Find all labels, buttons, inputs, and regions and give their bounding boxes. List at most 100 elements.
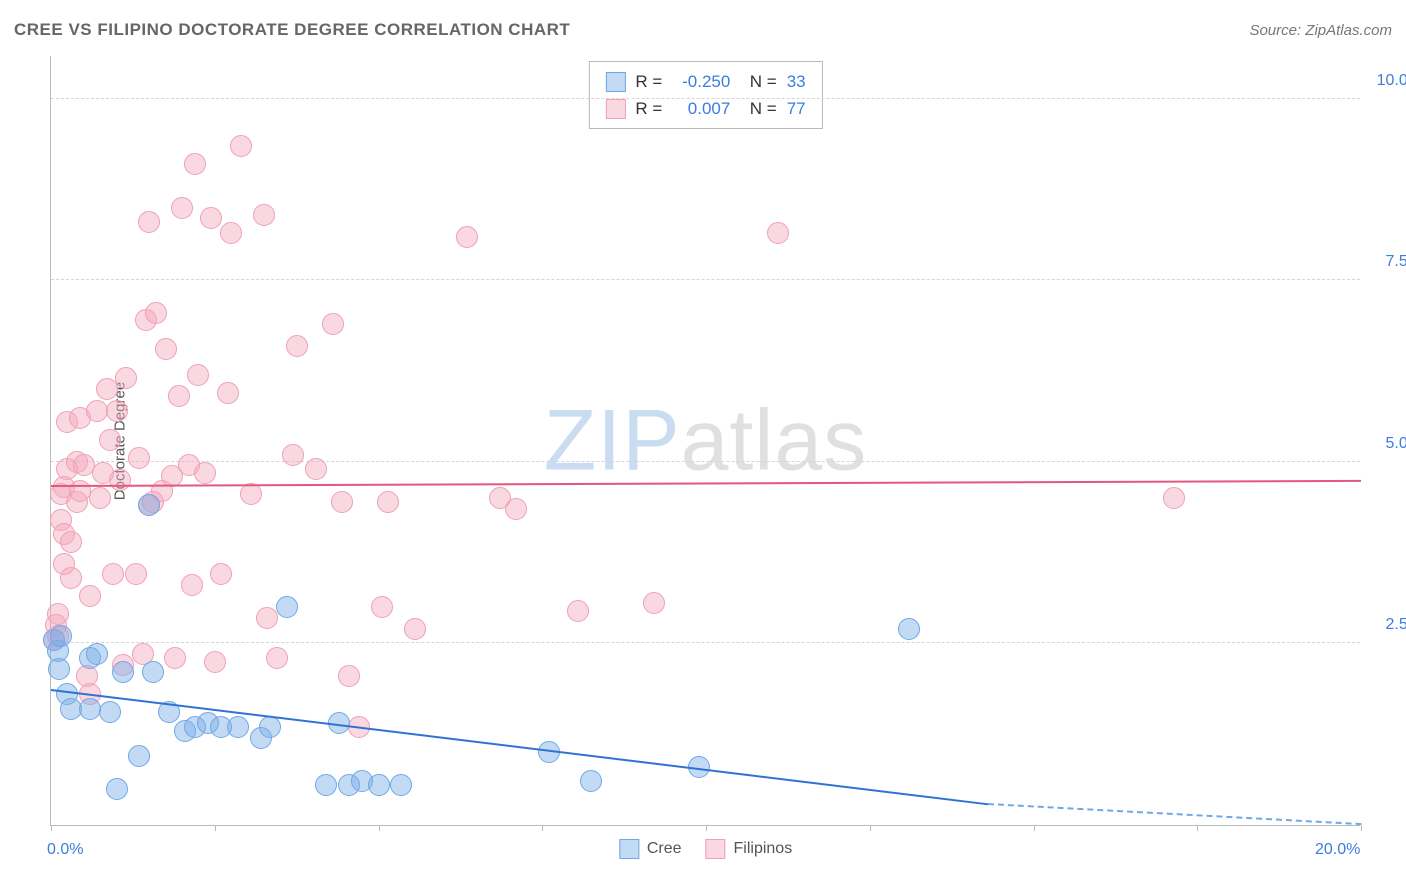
chart-title: CREE VS FILIPINO DOCTORATE DEGREE CORREL… <box>14 20 570 40</box>
scatter-point <box>567 600 589 622</box>
scatter-point <box>305 458 327 480</box>
scatter-point <box>338 665 360 687</box>
plot-area: Doctorate Degree ZIPatlas R = -0.250 N =… <box>50 56 1360 826</box>
y-tick-label: 10.0% <box>1366 72 1406 90</box>
scatter-point <box>155 338 177 360</box>
x-tick <box>1361 825 1362 831</box>
watermark-zip: ZIP <box>544 392 681 488</box>
x-tick-label: 20.0% <box>1315 841 1360 859</box>
scatter-point <box>79 585 101 607</box>
scatter-point <box>253 204 275 226</box>
gridline-h <box>51 461 1360 462</box>
legend-swatch <box>619 839 639 859</box>
scatter-point <box>404 618 426 640</box>
scatter-point <box>50 625 72 647</box>
scatter-point <box>643 592 665 614</box>
scatter-point <box>106 400 128 422</box>
legend-swatch <box>706 839 726 859</box>
legend-row: R = 0.007 N = 77 <box>605 95 805 122</box>
legend-row: R = -0.250 N = 33 <box>605 68 805 95</box>
scatter-point <box>256 607 278 629</box>
scatter-point <box>505 498 527 520</box>
scatter-point <box>145 302 167 324</box>
scatter-point <box>377 491 399 513</box>
scatter-point <box>230 135 252 157</box>
legend-swatch <box>605 72 625 92</box>
legend-item: Filipinos <box>706 839 793 859</box>
scatter-point <box>220 222 242 244</box>
scatter-point <box>47 603 69 625</box>
y-tick-label: 7.5% <box>1366 253 1406 271</box>
chart-header: CREE VS FILIPINO DOCTORATE DEGREE CORREL… <box>14 20 1392 40</box>
scatter-point <box>200 207 222 229</box>
legend-correlation: R = -0.250 N = 33 R = 0.007 N = 77 <box>588 61 822 129</box>
x-tick <box>379 825 380 831</box>
y-tick-label: 2.5% <box>1366 616 1406 634</box>
gridline-h <box>51 279 1360 280</box>
legend-item: Cree <box>619 839 682 859</box>
scatter-point <box>898 618 920 640</box>
scatter-point <box>266 647 288 669</box>
scatter-point <box>48 658 70 680</box>
scatter-point <box>138 211 160 233</box>
scatter-point <box>217 382 239 404</box>
x-tick <box>1197 825 1198 831</box>
scatter-point <box>456 226 478 248</box>
legend-r-value: -0.250 <box>672 68 730 95</box>
chart-source: Source: ZipAtlas.com <box>1249 22 1392 39</box>
scatter-point <box>79 698 101 720</box>
x-tick <box>51 825 52 831</box>
trend-line <box>51 480 1361 487</box>
trend-line-dashed <box>988 803 1361 825</box>
scatter-point <box>60 567 82 589</box>
scatter-point <box>1163 487 1185 509</box>
scatter-point <box>106 778 128 800</box>
scatter-point <box>168 385 190 407</box>
scatter-point <box>112 661 134 683</box>
x-tick <box>870 825 871 831</box>
legend-r-value: 0.007 <box>672 95 730 122</box>
scatter-point <box>371 596 393 618</box>
scatter-point <box>331 491 353 513</box>
x-tick <box>542 825 543 831</box>
scatter-point <box>210 563 232 585</box>
watermark: ZIPatlas <box>544 391 867 490</box>
scatter-point <box>115 367 137 389</box>
scatter-point <box>164 647 186 669</box>
y-tick-label: 5.0% <box>1366 435 1406 453</box>
scatter-point <box>187 364 209 386</box>
legend-label: Cree <box>647 840 682 858</box>
scatter-point <box>128 745 150 767</box>
scatter-point <box>89 487 111 509</box>
scatter-point <box>390 774 412 796</box>
scatter-point <box>315 774 337 796</box>
gridline-h <box>51 642 1360 643</box>
x-tick <box>706 825 707 831</box>
scatter-point <box>99 701 121 723</box>
scatter-point <box>227 716 249 738</box>
legend-swatch <box>605 99 625 119</box>
scatter-point <box>86 643 108 665</box>
scatter-point <box>767 222 789 244</box>
watermark-atlas: atlas <box>681 392 868 488</box>
scatter-point <box>125 563 147 585</box>
x-tick-label: 0.0% <box>47 841 83 859</box>
scatter-point <box>276 596 298 618</box>
gridline-h <box>51 98 1360 99</box>
scatter-point <box>109 469 131 491</box>
scatter-point <box>102 563 124 585</box>
scatter-point <box>322 313 344 335</box>
scatter-point <box>286 335 308 357</box>
trend-line <box>51 689 988 805</box>
legend-n-value: 77 <box>787 95 806 122</box>
scatter-point <box>138 494 160 516</box>
legend-n-value: 33 <box>787 68 806 95</box>
scatter-point <box>181 574 203 596</box>
scatter-point <box>96 378 118 400</box>
scatter-point <box>282 444 304 466</box>
scatter-point <box>204 651 226 673</box>
scatter-point <box>171 197 193 219</box>
scatter-point <box>99 429 121 451</box>
scatter-point <box>580 770 602 792</box>
scatter-point <box>368 774 390 796</box>
